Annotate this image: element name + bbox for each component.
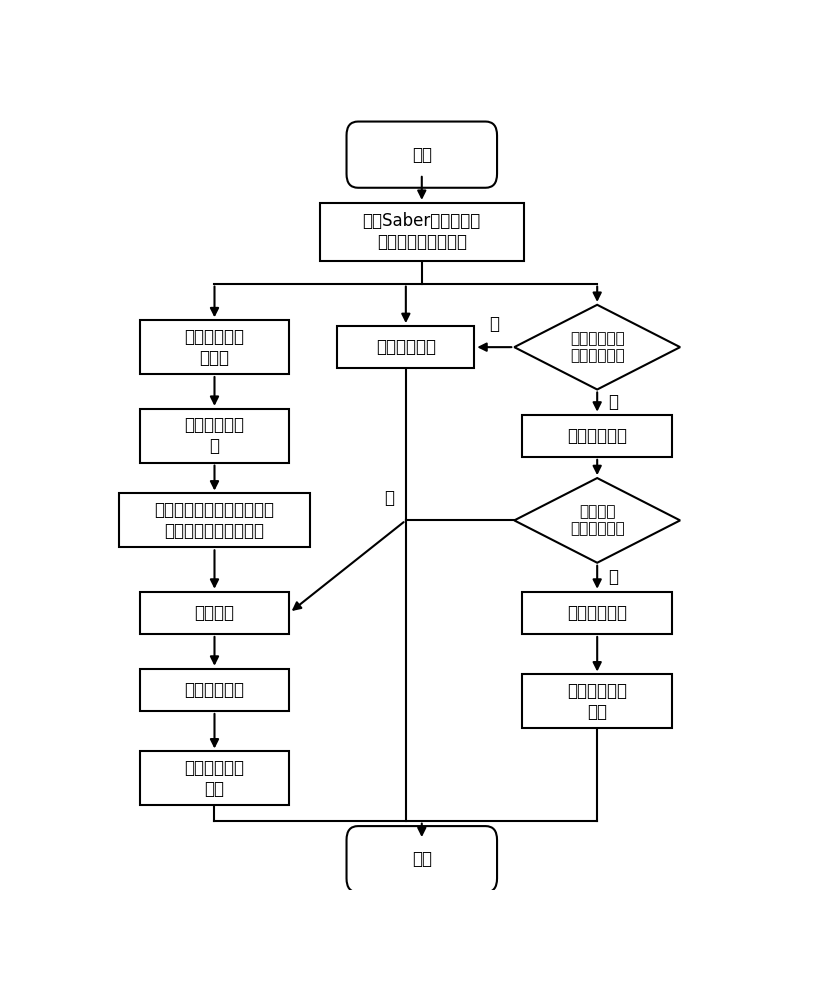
- FancyBboxPatch shape: [523, 674, 672, 728]
- Text: 是: 是: [609, 393, 619, 411]
- FancyBboxPatch shape: [140, 320, 290, 374]
- Text: 进行Saber电路功能建
模，即构建正常电路: 进行Saber电路功能建 模，即构建正常电路: [363, 212, 481, 251]
- FancyBboxPatch shape: [140, 669, 290, 711]
- FancyBboxPatch shape: [140, 592, 290, 634]
- FancyBboxPatch shape: [140, 409, 290, 463]
- Text: 正常电路仿真
结果是否存在: 正常电路仿真 结果是否存在: [570, 331, 625, 363]
- Text: 设置故障判据: 设置故障判据: [567, 427, 627, 445]
- Polygon shape: [514, 478, 680, 563]
- Text: 正常电路仿真: 正常电路仿真: [376, 338, 436, 356]
- Text: 结束: 结束: [412, 850, 432, 868]
- Polygon shape: [514, 305, 680, 390]
- Text: 生成故障分析
结果: 生成故障分析 结果: [567, 682, 627, 721]
- Text: 故障仿真
结果是否存在: 故障仿真 结果是否存在: [570, 504, 625, 537]
- Text: 故障注入: 故障注入: [194, 604, 235, 622]
- Text: 否: 否: [490, 315, 500, 333]
- FancyBboxPatch shape: [119, 493, 310, 547]
- FancyBboxPatch shape: [523, 415, 672, 457]
- FancyBboxPatch shape: [337, 326, 474, 368]
- Text: 运行故障分析: 运行故障分析: [567, 604, 627, 622]
- FancyBboxPatch shape: [346, 122, 497, 188]
- Text: 故障建模，建立每种故障模
式对应的故障仿真模型: 故障建模，建立每种故障模 式对应的故障仿真模型: [155, 501, 275, 540]
- Text: 生成故障仿真
结果: 生成故障仿真 结果: [184, 759, 244, 798]
- FancyBboxPatch shape: [346, 826, 497, 892]
- Text: 是: 是: [609, 568, 619, 586]
- Text: 否: 否: [384, 489, 394, 507]
- Text: 开始: 开始: [412, 146, 432, 164]
- Text: 运行故障仿真: 运行故障仿真: [184, 681, 244, 699]
- FancyBboxPatch shape: [140, 751, 290, 805]
- Text: 形成故障模式
集: 形成故障模式 集: [184, 416, 244, 455]
- FancyBboxPatch shape: [319, 203, 523, 261]
- FancyBboxPatch shape: [523, 592, 672, 634]
- Text: 元器件故障模
式确定: 元器件故障模 式确定: [184, 328, 244, 367]
